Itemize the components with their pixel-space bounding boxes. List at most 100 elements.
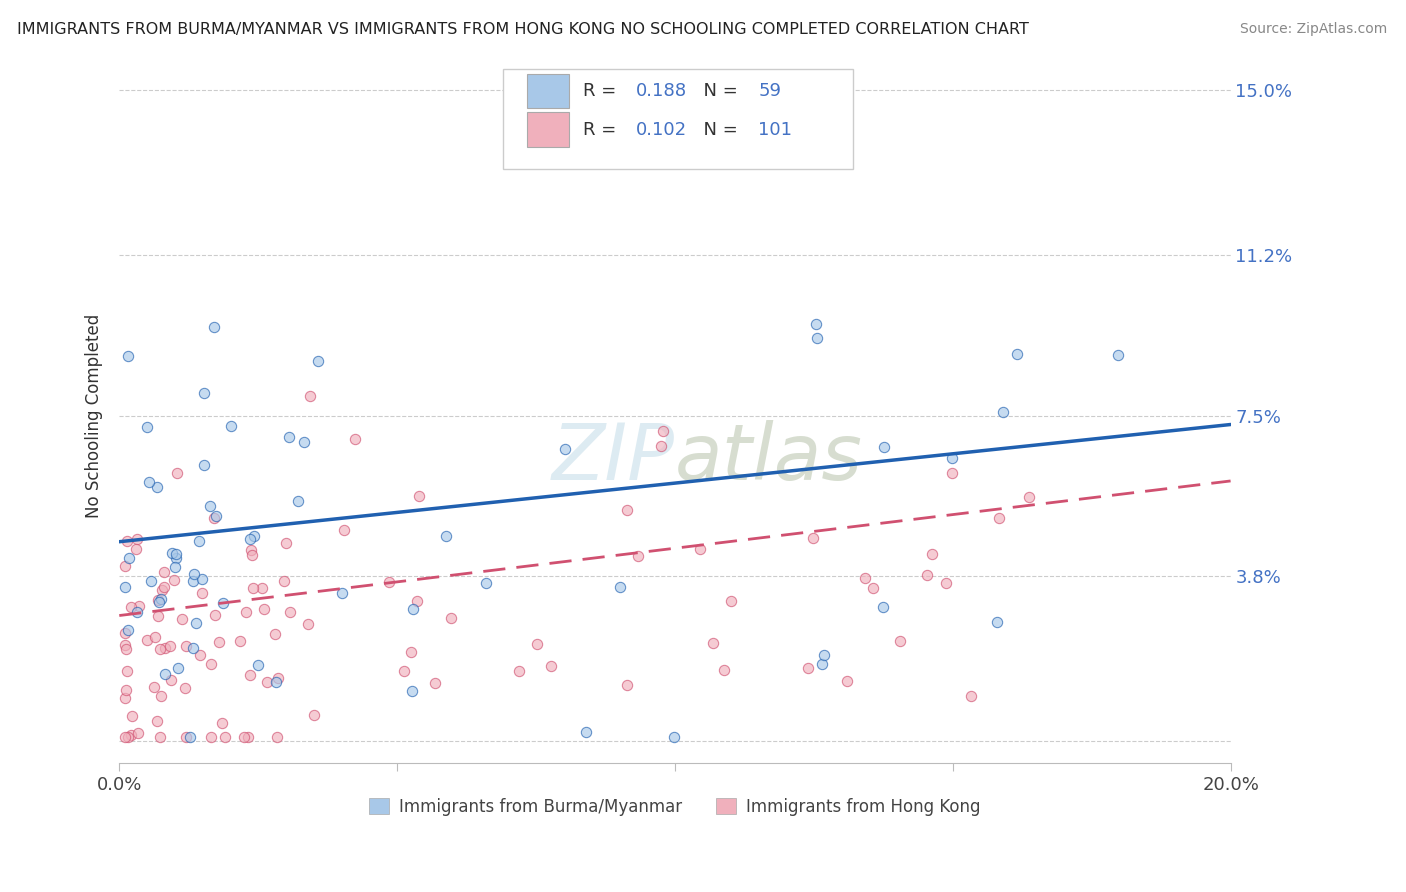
Point [273, 574, 295, 588]
Point [702, 636, 724, 650]
Point [186, 615, 208, 630]
Point [806, 330, 828, 344]
Point [616, 678, 638, 692]
Point [813, 648, 835, 662]
Point [835, 674, 858, 689]
Point [806, 317, 828, 331]
Point [200, 730, 222, 744]
Point [114, 638, 136, 652]
Y-axis label: No Schooling Completed: No Schooling Completed [86, 314, 103, 518]
Point [114, 580, 136, 594]
Legend: Immigrants from Burma/Myanmar, Immigrants from Hong Kong: Immigrants from Burma/Myanmar, Immigrant… [361, 789, 988, 824]
Point [378, 575, 401, 590]
Point [174, 640, 197, 654]
Point [264, 627, 287, 641]
Point [1005, 347, 1028, 361]
Point [170, 612, 193, 626]
Text: 59: 59 [758, 82, 782, 100]
Point [135, 632, 157, 647]
Point [297, 616, 319, 631]
Point [159, 639, 181, 653]
Point [267, 671, 290, 685]
Point [873, 440, 896, 454]
Text: atlas: atlas [675, 419, 863, 495]
Point [266, 730, 288, 744]
Point [796, 660, 818, 674]
Point [402, 602, 425, 616]
Point [167, 661, 190, 675]
Point [163, 560, 186, 574]
Point [181, 641, 204, 656]
Point [540, 659, 562, 673]
Point [575, 725, 598, 739]
Point [959, 690, 981, 704]
Point [242, 581, 264, 595]
Point [212, 596, 235, 610]
Point [274, 536, 297, 550]
Point [118, 550, 141, 565]
Point [526, 637, 548, 651]
Point [146, 480, 169, 494]
Point [713, 663, 735, 677]
Point [159, 673, 181, 688]
Point [401, 683, 423, 698]
Point [344, 433, 367, 447]
Point [188, 648, 211, 662]
Point [149, 592, 172, 607]
Point [801, 532, 824, 546]
Point [115, 682, 138, 697]
Point [204, 607, 226, 622]
Point [921, 547, 943, 561]
Point [253, 602, 276, 616]
Point [250, 581, 273, 595]
Point [146, 714, 169, 729]
Point [166, 466, 188, 480]
Point [862, 581, 884, 595]
Point [993, 404, 1015, 418]
Text: R =: R = [582, 82, 621, 100]
Point [165, 547, 187, 561]
Point [406, 593, 429, 607]
Point [200, 657, 222, 671]
Point [153, 641, 176, 656]
Point [152, 580, 174, 594]
Point [202, 511, 225, 525]
Point [115, 665, 138, 679]
Point [935, 576, 957, 591]
Point [115, 533, 138, 548]
Point [162, 546, 184, 560]
Point [651, 424, 673, 438]
Text: 101: 101 [758, 120, 793, 138]
Point [174, 730, 197, 744]
Point [202, 319, 225, 334]
Point [616, 503, 638, 517]
Point [143, 630, 166, 644]
Point [399, 645, 422, 659]
FancyBboxPatch shape [503, 69, 853, 169]
Point [811, 657, 834, 671]
Point [247, 657, 270, 672]
Point [187, 534, 209, 549]
Point [125, 542, 148, 557]
Point [183, 566, 205, 581]
Point [191, 572, 214, 586]
Point [141, 574, 163, 588]
Text: 0.102: 0.102 [636, 120, 688, 138]
Point [114, 691, 136, 706]
Point [238, 730, 260, 744]
Point [193, 458, 215, 472]
Point [689, 541, 711, 556]
Point [150, 583, 173, 598]
Point [120, 600, 142, 615]
Point [1107, 348, 1129, 362]
Point [211, 716, 233, 731]
Point [120, 727, 142, 741]
Point [256, 675, 278, 690]
Point [889, 633, 911, 648]
Point [408, 489, 430, 503]
Point [440, 610, 463, 624]
Point [121, 708, 143, 723]
Point [475, 575, 498, 590]
Point [650, 439, 672, 453]
Point [127, 532, 149, 546]
